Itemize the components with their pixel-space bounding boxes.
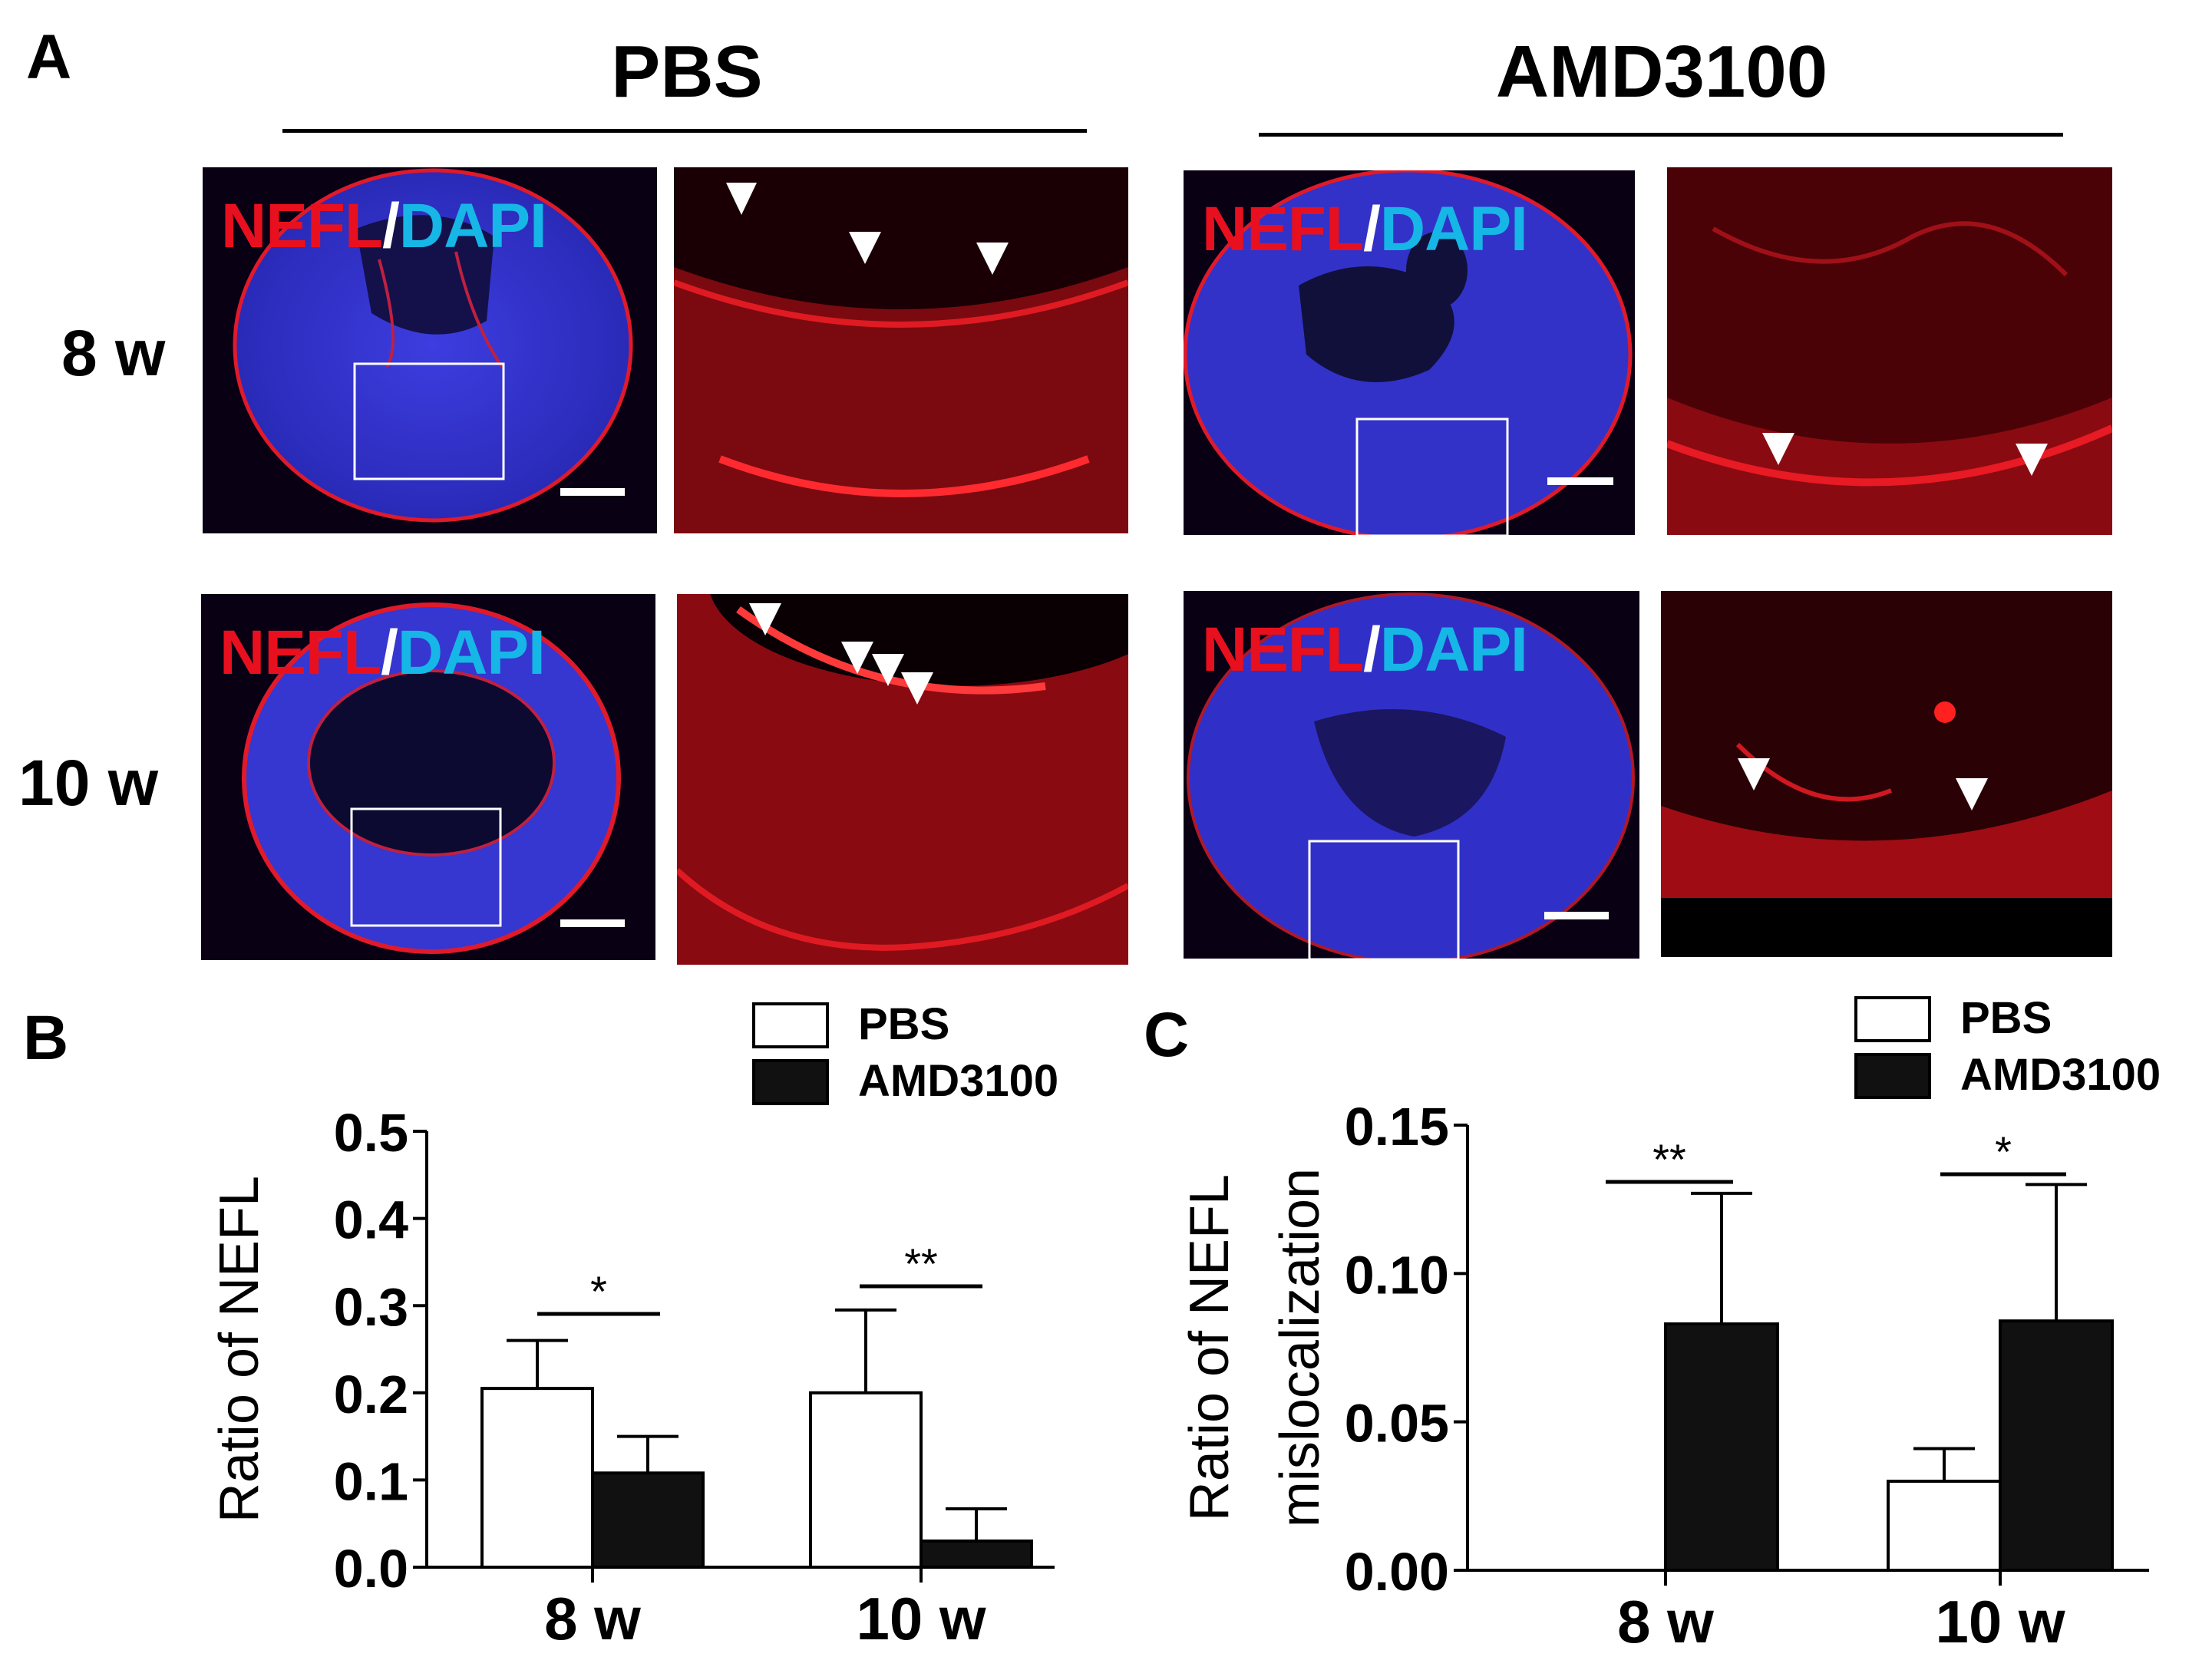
bar-pbs-8w <box>480 1387 594 1569</box>
legend-swatch-pbs <box>752 1002 829 1048</box>
y-tick-label: 0.1 <box>334 1451 408 1511</box>
legend-label-pbs: PBS <box>858 999 949 1049</box>
y-tick-label: 0.3 <box>334 1277 408 1337</box>
bar-pbs-10w <box>809 1391 923 1569</box>
significance-marker: ** <box>904 1239 938 1288</box>
micrograph-amd3100-8w-overview: NEFL/DAPI <box>1184 170 1635 535</box>
stain-label: NEFL/DAPI <box>1202 615 1528 685</box>
x-tick-label: 8 w <box>1617 1588 1714 1655</box>
micrograph-amd3100-8w-zoom <box>1667 167 2112 535</box>
y-tick-label: 0.4 <box>334 1190 408 1250</box>
y-axis-label: mislocalization <box>1269 1168 1331 1527</box>
legend-label-amd3100: AMD3100 <box>1960 1050 2161 1100</box>
significance-marker: * <box>1995 1127 2012 1176</box>
stain-label: NEFL/DAPI <box>221 191 547 261</box>
legend-swatch-amd3100 <box>752 1059 829 1105</box>
legend-swatch-amd3100 <box>1854 1053 1931 1099</box>
x-tick-label: 8 w <box>544 1585 641 1652</box>
row-label-10w: 10 w <box>18 747 159 819</box>
y-tick-label: 0.15 <box>1345 1097 1449 1157</box>
group-title-pbs: PBS <box>611 31 763 113</box>
micrograph-pbs-8w-zoom <box>674 167 1128 533</box>
panel-c-letter: C <box>1144 1000 1190 1070</box>
y-tick-label: 0.05 <box>1345 1394 1449 1454</box>
legend-swatch-pbs <box>1854 996 1931 1042</box>
significance-marker: ** <box>1652 1135 1686 1183</box>
group-line-pbs <box>282 129 1087 133</box>
y-tick-label: 0.10 <box>1345 1245 1449 1305</box>
bar-pbs-10w <box>1887 1480 2002 1572</box>
group-line-amd3100 <box>1259 133 2063 137</box>
panel-a-letter: A <box>26 22 72 92</box>
bar-amd3100-10w <box>920 1539 1033 1569</box>
legend-label-pbs: PBS <box>1960 993 2052 1043</box>
chart-b: 0.0 0.1 0.2 0.3 0.4 0.5 Ratio of NEFL 8 w * 10 w *… <box>0 990 1121 1676</box>
y-tick-label: 0.2 <box>334 1365 408 1424</box>
y-tick-label: 0.0 <box>334 1539 408 1599</box>
micrograph-pbs-10w-zoom <box>677 594 1128 965</box>
chart-c: 0.00 0.05 0.10 0.15 Ratio of NEFL mislocaliza… <box>1121 975 2189 1676</box>
stain-label: NEFL/DAPI <box>220 618 546 688</box>
panel-b-letter: B <box>23 1003 69 1073</box>
x-tick-label: 10 w <box>1935 1588 2065 1655</box>
bar-amd3100-8w <box>1664 1322 1779 1572</box>
significance-marker: * <box>590 1267 607 1315</box>
y-axis-label: Ratio of NEFL <box>1179 1174 1240 1521</box>
bar-amd3100-8w <box>591 1471 705 1569</box>
micrograph-amd3100-10w-zoom <box>1661 591 2112 957</box>
micrograph-amd3100-10w-overview: NEFL/DAPI <box>1184 591 1639 959</box>
x-tick-label: 10 w <box>856 1585 986 1652</box>
micrograph-pbs-10w-overview: NEFL/DAPI <box>201 594 655 960</box>
legend-label-amd3100: AMD3100 <box>858 1056 1058 1106</box>
y-axis-label: Ratio of NEFL <box>209 1176 270 1523</box>
stain-label: NEFL/DAPI <box>1202 194 1528 264</box>
y-tick-label: 0.5 <box>334 1103 408 1163</box>
row-label-8w: 8 w <box>61 317 166 389</box>
y-tick-label: 0.00 <box>1345 1542 1449 1602</box>
group-title-amd3100: AMD3100 <box>1495 31 1828 113</box>
micrograph-pbs-8w-overview: NEFL/DAPI <box>203 167 657 533</box>
bar-amd3100-10w <box>1999 1319 2114 1572</box>
